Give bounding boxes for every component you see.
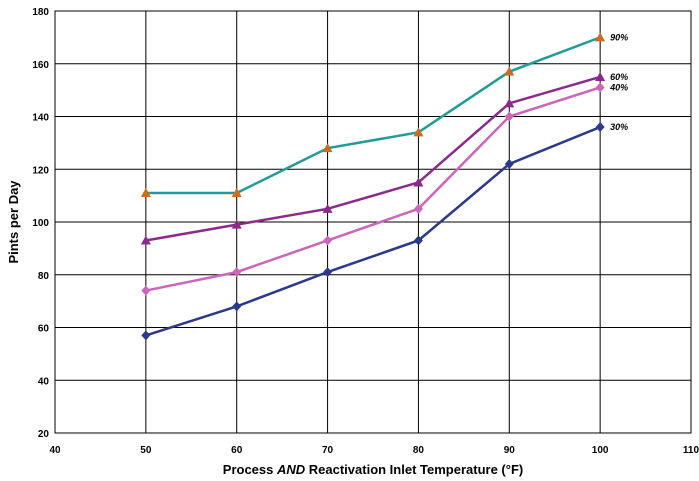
x-axis-title: Process AND Reactivation Inlet Temperatu… [223, 462, 523, 477]
data-point-marker [140, 235, 151, 245]
data-point-marker [595, 32, 606, 42]
x-tick-label: 90 [504, 445, 516, 456]
data-point-marker [504, 66, 515, 76]
x-tick-label: 40 [49, 445, 61, 456]
y-tick-label: 180 [32, 7, 49, 18]
y-tick-label: 100 [32, 218, 49, 229]
y-axis-title: Pints per Day [6, 180, 21, 264]
series-line-90 [145, 36, 601, 195]
data-point-marker [140, 187, 151, 197]
y-tick-label: 40 [38, 376, 50, 387]
data-point-marker [231, 219, 242, 229]
x-tick-label: 50 [140, 445, 152, 456]
data-point-marker [232, 301, 242, 312]
data-point-marker [504, 158, 514, 169]
x-tick-label: 110 [683, 445, 699, 456]
data-point-marker [322, 203, 333, 213]
data-point-marker [413, 127, 424, 137]
data-point-marker [413, 177, 424, 187]
y-tick-labels: 20 40 60 80 100 120 140 160 180 [32, 7, 49, 440]
x-tick-label: 70 [322, 445, 334, 456]
data-point-marker [231, 187, 242, 197]
data-point-marker [413, 203, 423, 214]
data-point-marker [504, 111, 514, 122]
y-tick-label: 140 [32, 113, 49, 124]
data-point-marker [595, 122, 605, 133]
data-point-marker [595, 71, 606, 81]
data-point-marker [504, 98, 515, 108]
data-point-marker [322, 143, 333, 153]
y-tick-label: 160 [32, 60, 49, 71]
data-point-marker [232, 267, 242, 278]
x-tick-labels: 40 50 60 70 80 90 100 110 [49, 445, 699, 456]
series-40: 40% [141, 82, 628, 296]
series-group: 90% 60%40% 30% [140, 32, 628, 341]
series-30: 30% [141, 122, 628, 341]
data-point-marker [141, 330, 151, 341]
data-point-marker [413, 235, 423, 246]
data-point-marker [141, 285, 151, 296]
series-line-30 [145, 125, 601, 337]
x-axis-title-suffix: Reactivation Inlet Temperature (°F) [305, 462, 523, 477]
x-axis-title-prefix: Process [223, 462, 277, 477]
series-60: 60% [140, 71, 628, 245]
series-label-60: 60% [610, 72, 628, 82]
y-tick-label: 80 [38, 271, 50, 282]
series-line-40 [145, 86, 601, 292]
y-tick-label: 20 [38, 429, 50, 440]
y-tick-label: 120 [32, 165, 49, 176]
series-line-60 [145, 75, 601, 242]
x-axis-title-emph: AND [276, 462, 306, 477]
data-point-marker [323, 235, 333, 246]
x-tick-label: 100 [592, 445, 609, 456]
series-label-40: 40% [609, 82, 628, 92]
x-tick-label: 80 [413, 445, 425, 456]
data-point-marker [323, 267, 333, 278]
series-label-90: 90% [610, 32, 628, 42]
data-point-marker [595, 82, 605, 93]
grid [55, 11, 691, 433]
series-label-30: 30% [610, 122, 628, 132]
x-tick-label: 60 [231, 445, 243, 456]
y-tick-label: 60 [38, 324, 50, 335]
series-90: 90% [140, 32, 628, 197]
